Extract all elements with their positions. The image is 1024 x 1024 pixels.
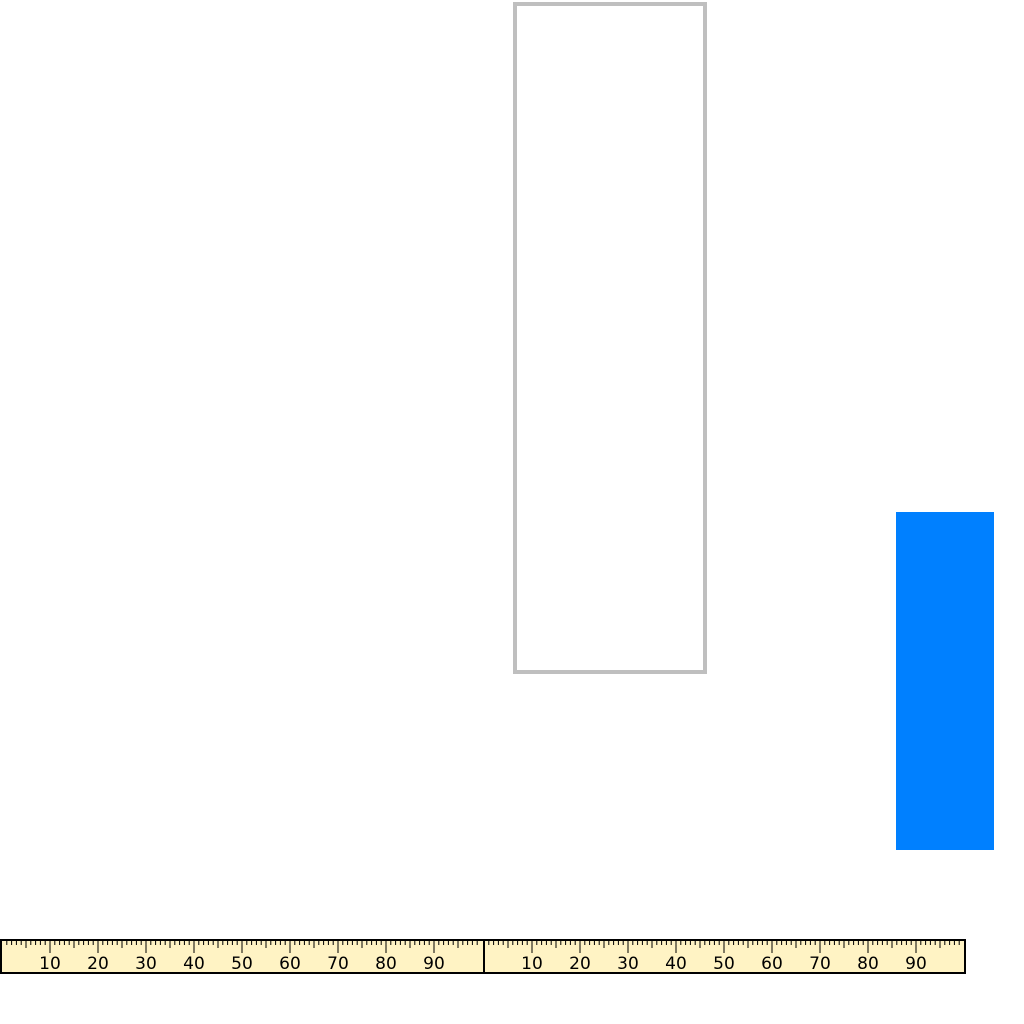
outline-drop-target[interactable]	[513, 2, 707, 674]
ruler-tick-label: 40	[183, 954, 205, 974]
ruler-tick-label: 10	[39, 954, 61, 974]
ruler-tick-label: 60	[279, 954, 301, 974]
ruler-tick-label: 20	[87, 954, 109, 974]
ruler-tick-label: 70	[809, 954, 831, 974]
ruler-tick-label: 80	[857, 954, 879, 974]
ruler-tick-label: 50	[713, 954, 735, 974]
blue-draggable-block[interactable]	[896, 512, 994, 850]
ruler-tick-label: 30	[617, 954, 639, 974]
ruler-tick-label: 40	[665, 954, 687, 974]
ruler-tick-label: 20	[569, 954, 591, 974]
ruler-tick-label: 30	[135, 954, 157, 974]
ruler-graphic: 10 20 30 40 50 60 70 80 90 10 20 30 40 50 60 70 80 90	[0, 939, 966, 974]
ruler-tick-label: 10	[521, 954, 543, 974]
ruler-tick-label: 70	[327, 954, 349, 974]
ruler: 10 20 30 40 50 60 70 80 90 10 20 30 40 50 60 70 80 90	[0, 939, 966, 974]
ruler-tick-label: 80	[375, 954, 397, 974]
ruler-tick-label: 50	[231, 954, 253, 974]
ruler-tick-label: 90	[423, 954, 445, 974]
ruler-tick-label: 90	[905, 954, 927, 974]
ruler-tick-label: 60	[761, 954, 783, 974]
